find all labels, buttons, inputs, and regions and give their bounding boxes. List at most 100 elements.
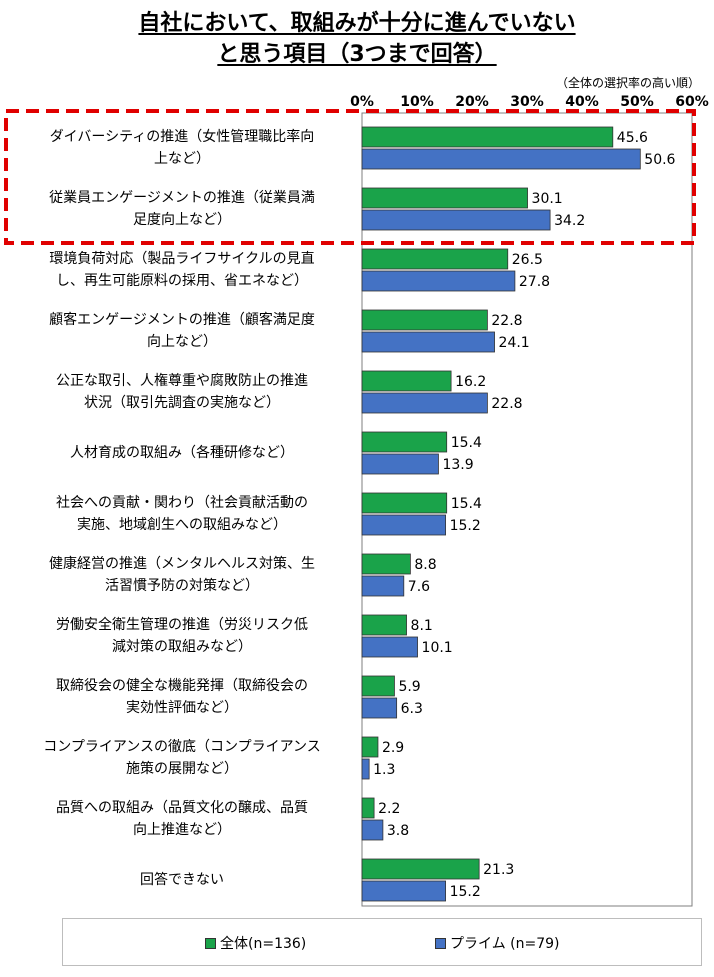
data-label-prime: 6.3: [401, 701, 423, 717]
category-label-line: 従業員エンゲージメントの推進（従業員満: [49, 190, 315, 206]
legend-item-all: 全体(n=136): [205, 933, 306, 953]
data-label-prime: 50.6: [644, 152, 675, 168]
category-label-line: 上など）: [154, 151, 210, 167]
legend-label-all: 全体(n=136): [220, 936, 307, 952]
category-label: コンプライアンスの徹底（コンプライアンス 施策の展開など）: [20, 736, 344, 780]
x-tick-label: 20%: [455, 94, 489, 110]
category-label-line: ダイバーシティの推進（女性管理職比率向: [49, 129, 315, 145]
category-label-line: 社会への貢献・関わり（社会貢献活動の: [56, 495, 308, 511]
bar-all: [361, 553, 411, 575]
category-label-line: 人材育成の取組み（各種研修など）: [70, 445, 294, 461]
bar-all: [361, 187, 528, 209]
bar-prime: [361, 697, 398, 719]
data-label-all: 45.6: [617, 130, 648, 146]
category-label-line: 状況（取引先調査の実施など）: [84, 395, 280, 411]
category-label: 品質への取組み（品質文化の醸成、品質 向上推進など）: [20, 797, 344, 841]
category-label-line: 健康経営の推進（メンタルヘルス対策、生: [49, 556, 315, 572]
x-tick-label: 60%: [675, 94, 709, 110]
category-label: 社会への貢献・関わり（社会貢献活動の 実施、地域創生への取組みなど）: [20, 492, 344, 536]
bar-prime: [361, 392, 488, 414]
bar-all: [361, 126, 614, 148]
category-label-line: 労働安全衛生管理の推進（労災リスク低: [56, 617, 308, 633]
data-label-all: 5.9: [398, 679, 420, 695]
bar-all: [361, 614, 407, 636]
category-label: 回答できない: [20, 869, 344, 891]
data-label-all: 15.4: [451, 435, 482, 451]
bar-prime: [361, 514, 446, 536]
category-label-line: 活習慣予防の対策など）: [105, 578, 259, 594]
category-label-line: 回答できない: [140, 872, 224, 888]
data-label-all: 8.8: [414, 557, 436, 573]
bar-prime: [361, 148, 641, 170]
category-label-line: 向上推進など）: [133, 822, 231, 838]
data-label-all: 2.9: [382, 740, 404, 756]
data-label-prime: 24.1: [499, 335, 530, 351]
category-label-line: 品質への取組み（品質文化の醸成、品質: [56, 800, 308, 816]
bar-all: [361, 858, 480, 880]
legend-label-prime: プライム (n=79): [450, 936, 560, 952]
legend-item-prime: プライム (n=79): [435, 933, 560, 953]
category-label-line: 取締役会の健全な機能発揮（取締役会の: [56, 678, 308, 694]
legend: 全体(n=136) プライム (n=79): [62, 918, 702, 966]
bar-prime: [361, 575, 405, 597]
bar-prime: [361, 453, 439, 475]
data-label-prime: 7.6: [408, 579, 430, 595]
highlight-box: [4, 109, 696, 245]
x-tick-label: 30%: [510, 94, 544, 110]
category-label: 取締役会の健全な機能発揮（取締役会の 実効性評価など）: [20, 675, 344, 719]
data-label-all: 26.5: [512, 252, 543, 268]
category-label-line: 足度向上など）: [133, 212, 231, 228]
category-label-line: 実施、地域創生への取組みなど）: [77, 517, 287, 533]
category-label-line: し、再生可能原料の採用、省エネなど）: [56, 273, 308, 289]
category-label-line: 顧客エンゲージメントの推進（顧客満足度: [49, 312, 315, 328]
data-label-all: 21.3: [483, 862, 514, 878]
bar-all: [361, 248, 509, 270]
data-label-prime: 10.1: [422, 640, 453, 656]
data-label-all: 30.1: [532, 191, 563, 207]
bar-all: [361, 431, 448, 453]
data-label-prime: 13.9: [442, 457, 473, 473]
bar-prime: [361, 209, 551, 231]
data-label-prime: 22.8: [491, 396, 522, 412]
category-label: 健康経営の推進（メンタルヘルス対策、生 活習慣予防の対策など）: [20, 553, 344, 597]
bar-prime: [361, 636, 418, 658]
title-line-2: と思う項目（3つまで回答）: [217, 42, 497, 67]
x-tick-label: 0%: [350, 94, 374, 110]
data-label-prime: 3.8: [387, 823, 409, 839]
data-label-all: 22.8: [491, 313, 522, 329]
title-line-1: 自社において、取組みが十分に進んでいない: [138, 11, 576, 36]
category-label: 人材育成の取組み（各種研修など）: [20, 442, 344, 464]
bar-all: [361, 370, 452, 392]
category-label: 顧客エンゲージメントの推進（顧客満足度 向上など）: [20, 309, 344, 353]
bar-prime: [361, 819, 384, 841]
category-label-line: コンプライアンスの徹底（コンプライアンス: [43, 739, 321, 755]
category-label-line: 環境負荷対応（製品ライフサイクルの見直: [49, 251, 315, 267]
category-label: 従業員エンゲージメントの推進（従業員満 足度向上など）: [20, 187, 344, 231]
data-label-prime: 27.8: [519, 274, 550, 290]
x-tick-label: 10%: [400, 94, 434, 110]
category-label-line: 向上など）: [147, 334, 217, 350]
data-label-prime: 1.3: [373, 762, 395, 778]
category-label: 公正な取引、人権尊重や腐敗防止の推進 状況（取引先調査の実施など）: [20, 370, 344, 414]
data-label-all: 15.4: [451, 496, 482, 512]
category-label-line: 公正な取引、人権尊重や腐敗防止の推進: [56, 373, 308, 389]
data-label-all: 16.2: [455, 374, 486, 390]
bar-all: [361, 736, 379, 758]
data-label-all: 8.1: [411, 618, 433, 634]
chart-title: 自社において、取組みが十分に進んでいない と思う項目（3つまで回答）: [0, 8, 714, 70]
bar-all: [361, 492, 448, 514]
bar-prime: [361, 758, 370, 780]
data-label-prime: 15.2: [450, 884, 481, 900]
category-label-line: 施策の展開など）: [126, 761, 238, 777]
category-label: ダイバーシティの推進（女性管理職比率向 上など）: [20, 126, 344, 170]
category-label: 労働安全衛生管理の推進（労災リスク低 減対策の取組みなど）: [20, 614, 344, 658]
category-label: 環境負荷対応（製品ライフサイクルの見直 し、再生可能原料の採用、省エネなど）: [20, 248, 344, 292]
data-label-all: 2.2: [378, 801, 400, 817]
category-label-line: 減対策の取組みなど）: [112, 639, 252, 655]
bar-prime: [361, 331, 495, 353]
legend-swatch-all: [205, 937, 216, 949]
bar-all: [361, 675, 395, 697]
data-label-prime: 15.2: [450, 518, 481, 534]
legend-swatch-prime: [435, 937, 446, 949]
